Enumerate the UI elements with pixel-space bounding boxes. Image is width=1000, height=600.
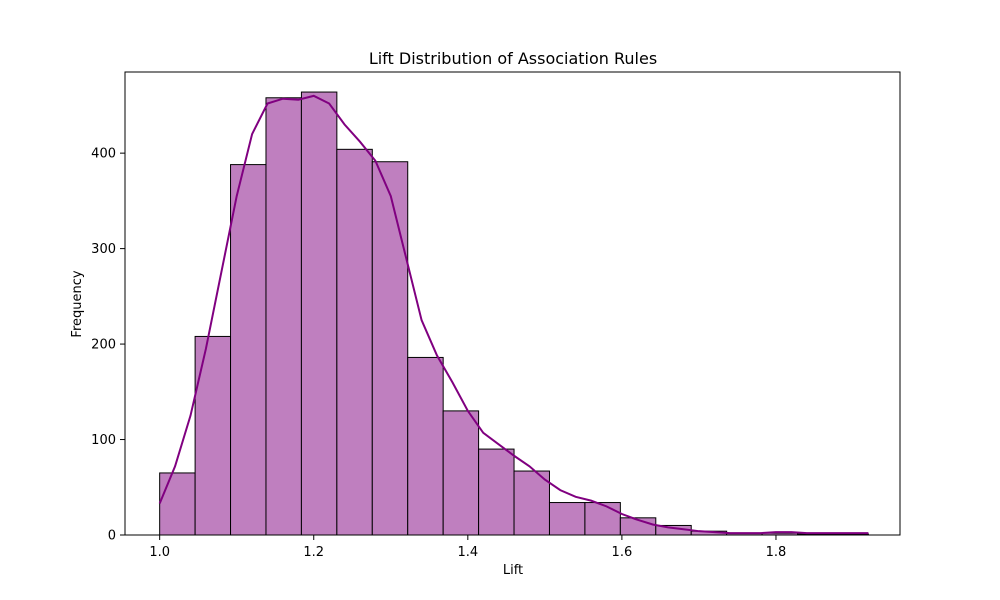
- histogram-bar-6: [336, 148, 373, 536]
- x-tick-label: 1.4: [457, 545, 478, 560]
- plot-area-frame: [124, 71, 901, 536]
- y-tick-label: 300: [91, 242, 116, 257]
- histogram-bar-4: [265, 97, 302, 536]
- x-tick-label: 1.8: [766, 545, 787, 560]
- histogram-bar-8: [407, 356, 444, 536]
- histogram-bars: [159, 91, 869, 536]
- x-tick-label: 1.2: [303, 545, 324, 560]
- histogram-bar-7: [371, 161, 409, 536]
- y-tick-label: 100: [91, 433, 116, 448]
- kde-curve: [158, 94, 869, 535]
- histogram-bar-9: [442, 410, 480, 536]
- x-axis-label: Lift: [503, 563, 523, 578]
- y-tick-label: 200: [91, 338, 116, 353]
- x-tick-label: 1.6: [612, 545, 633, 560]
- histogram-bar-13: [584, 502, 621, 536]
- y-axis-ticks: 0 100 200 300 400: [91, 147, 125, 544]
- y-tick-label: 400: [91, 147, 116, 162]
- y-tick-label: 0: [108, 529, 116, 544]
- histogram-bar-12: [548, 502, 586, 536]
- histogram-bar-2: [194, 335, 232, 536]
- y-axis-label: Frequency: [70, 270, 85, 337]
- histogram-bar-1: [159, 472, 196, 536]
- histogram-bar-3: [230, 164, 267, 536]
- x-axis-ticks: 1.0 1.2 1.4 1.6 1.8: [149, 535, 786, 560]
- x-tick-label: 1.0: [149, 545, 170, 560]
- histogram-bar-5: [300, 91, 338, 536]
- histogram-bar-11: [513, 470, 550, 536]
- histogram-bar-10: [478, 448, 515, 536]
- chart-title: Lift Distribution of Association Rules: [369, 49, 657, 68]
